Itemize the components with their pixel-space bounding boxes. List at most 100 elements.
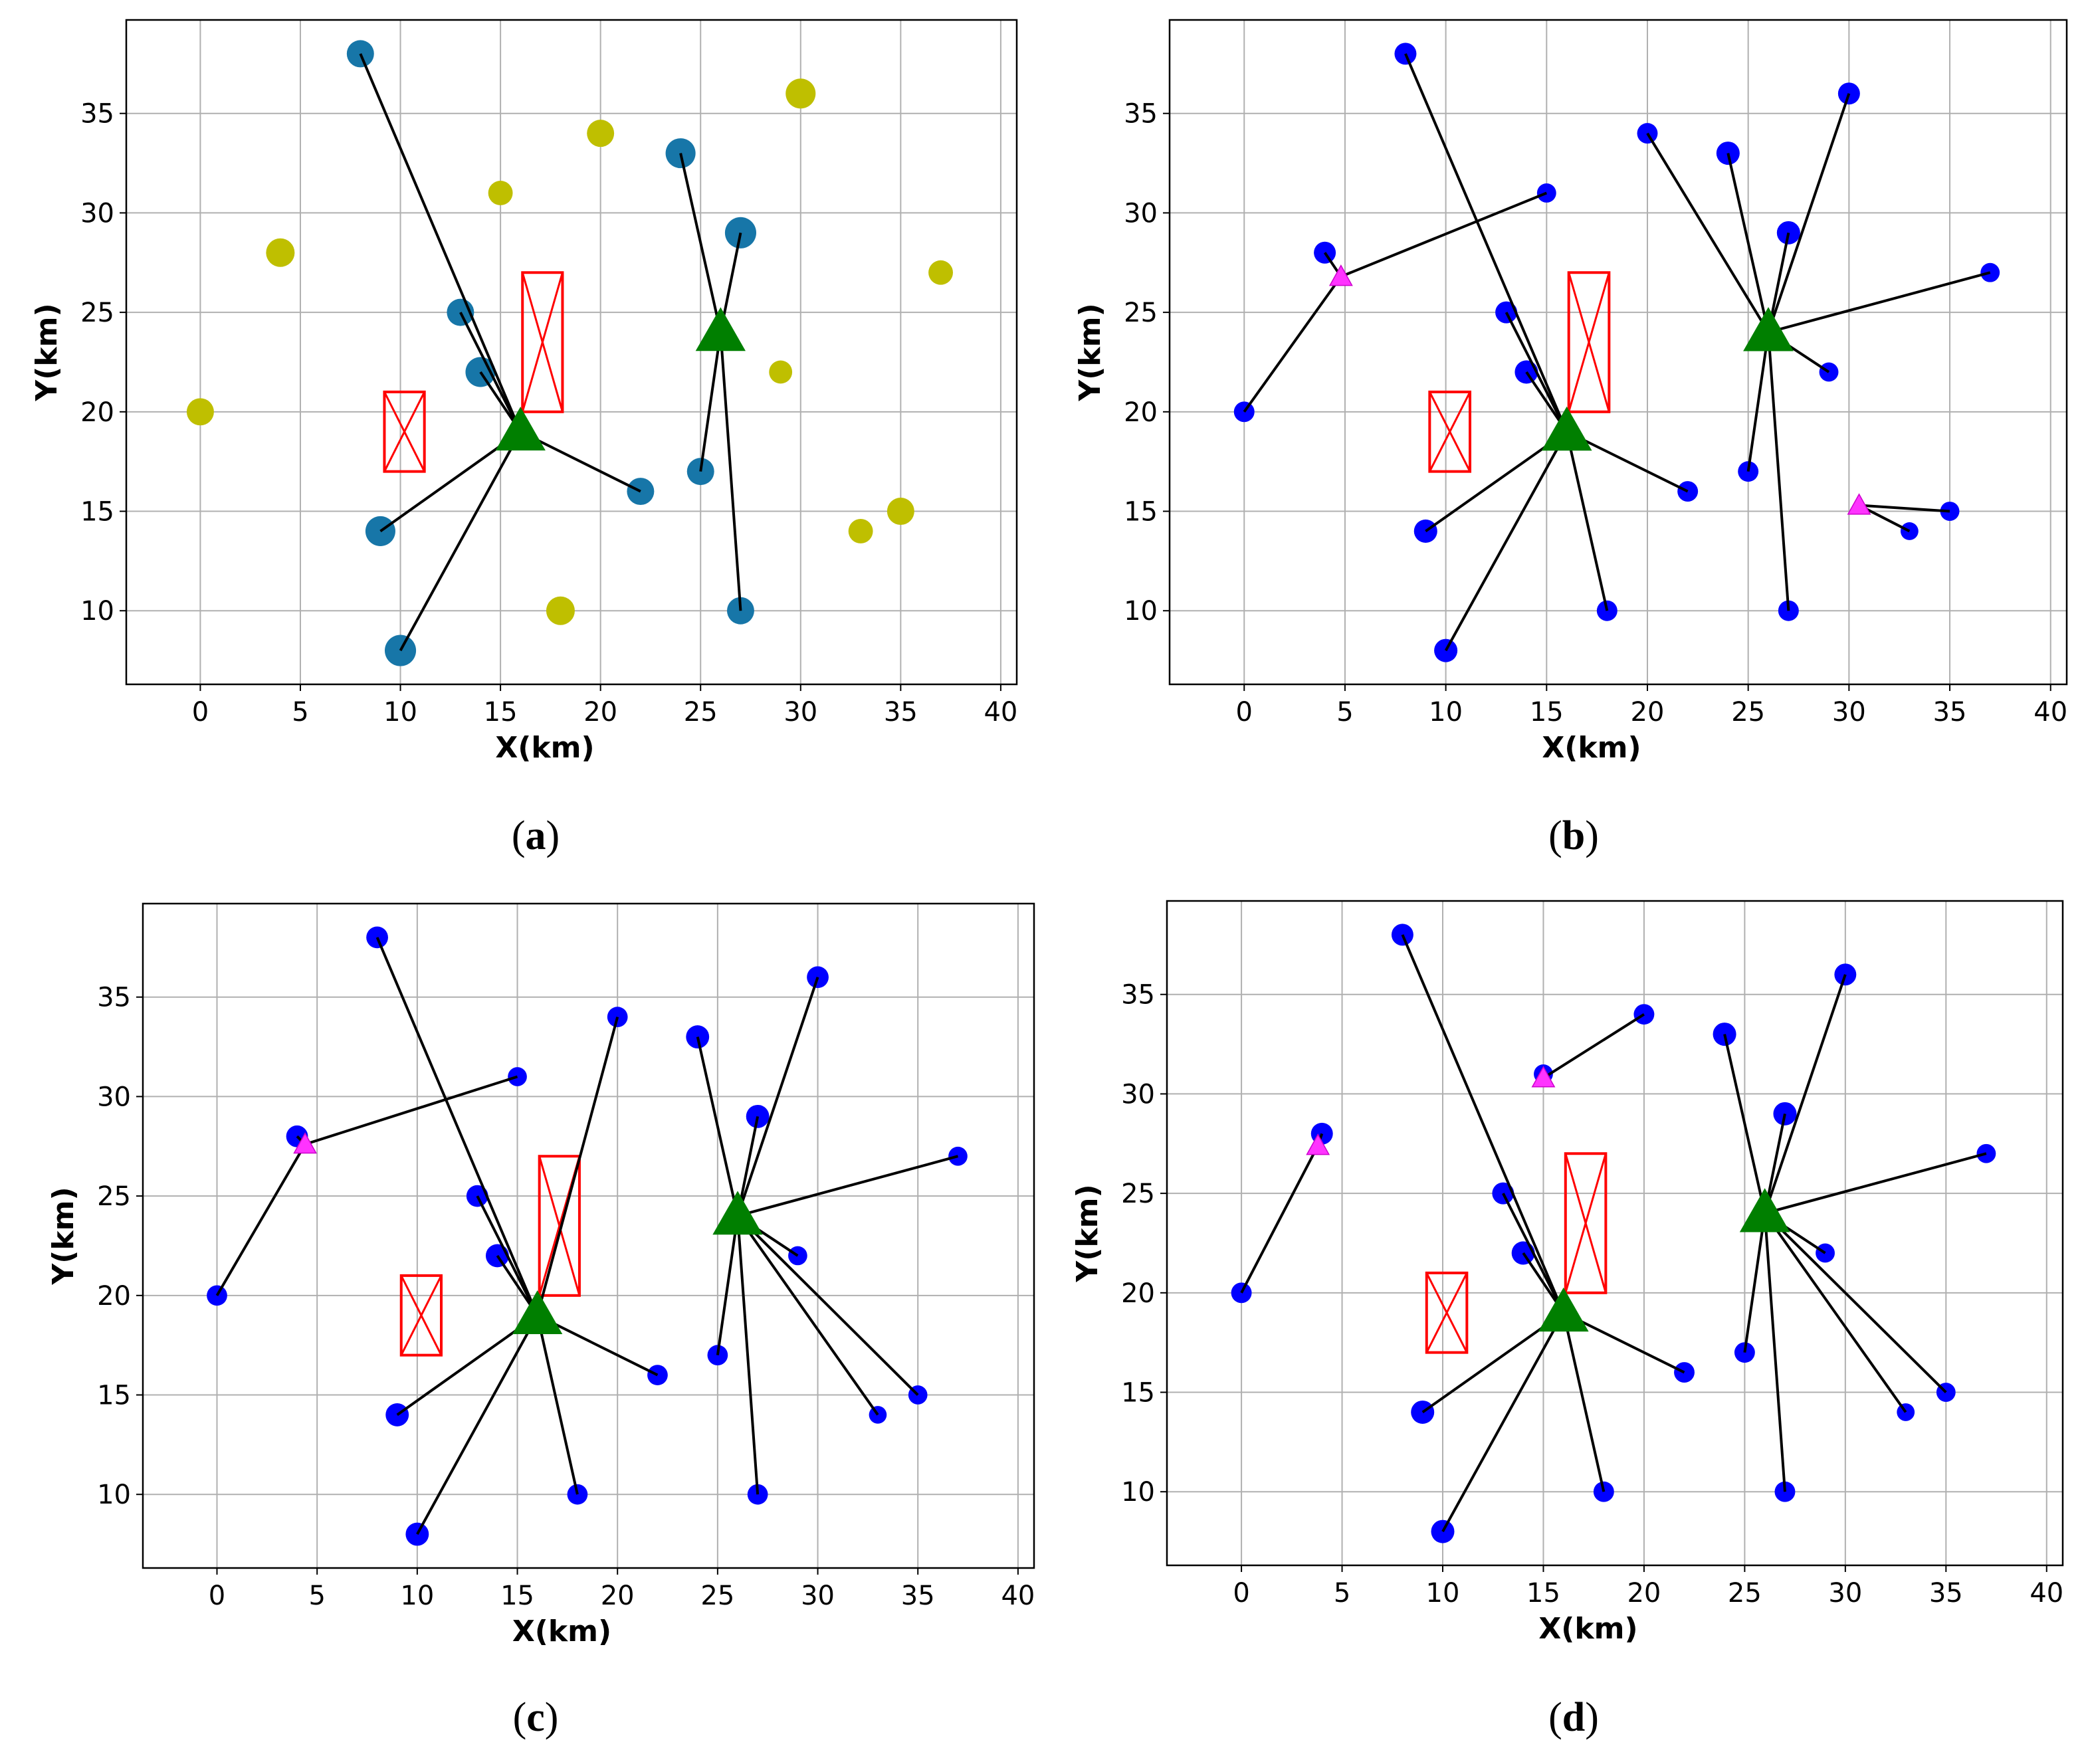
obstacle-cross xyxy=(1425,1272,1468,1353)
node-point xyxy=(207,1285,227,1306)
link-line xyxy=(1566,430,1689,493)
node-point xyxy=(1940,502,1960,521)
link-line xyxy=(1646,132,1770,334)
panel-c: 0 5 10 15 20 25 30 35 40 10 15 20 25 30 35 X(km) Y(km) (c… xyxy=(47,902,1035,1740)
node-point xyxy=(1976,1143,1996,1163)
relay-triangle xyxy=(1328,264,1353,286)
x-tick-label: 0 xyxy=(1236,697,1253,728)
obstacle-zone xyxy=(1428,390,1472,473)
y-tick-label: 15 xyxy=(80,497,114,528)
plot-frame xyxy=(1168,19,2068,686)
x-tick-label: 30 xyxy=(1828,1578,1862,1609)
obstacle-cross xyxy=(1429,391,1471,472)
link-line xyxy=(1723,1034,1766,1214)
plot-area xyxy=(186,40,954,666)
node-point xyxy=(686,458,714,486)
hub-triangle xyxy=(1743,307,1794,351)
x-tick-label: 0 xyxy=(209,1581,225,1611)
node-point xyxy=(747,1484,768,1505)
node-point xyxy=(1713,1023,1736,1046)
link-line xyxy=(1441,1312,1565,1533)
obstacle-box xyxy=(1564,1152,1608,1294)
x-tick-label: 35 xyxy=(1929,1578,1963,1609)
panel-b: 0 5 10 15 20 25 30 35 40 10 15 20 25 30 35 X(km) Y(km) (b… xyxy=(1073,19,2068,858)
panel-a: 0 5 10 15 20 25 30 35 40 10 15 20 25 30 35 X(km) Y(km) (a… xyxy=(30,19,1017,858)
link-line xyxy=(1401,934,1565,1314)
obstacle-box xyxy=(383,390,426,473)
panel-caption: (b) xyxy=(1548,813,1599,858)
x-tick-label: 15 xyxy=(500,1581,534,1611)
link-line xyxy=(1542,1013,1645,1080)
link-line xyxy=(1764,1152,1987,1215)
link-line xyxy=(736,1215,879,1416)
node-point xyxy=(887,498,914,525)
obstacle-box xyxy=(1428,390,1472,473)
node-point xyxy=(1716,142,1740,165)
hub-triangle xyxy=(1541,406,1592,451)
x-axis-label: X(km) xyxy=(1538,1612,1637,1646)
obstacle-box xyxy=(1425,1271,1469,1354)
x-tick-label: 10 xyxy=(383,697,417,728)
x-tick-label: 25 xyxy=(700,1581,734,1611)
obstacle-zone xyxy=(1564,1152,1608,1294)
y-tick-label: 25 xyxy=(1124,298,1158,328)
link-line xyxy=(1404,53,1568,433)
node-point xyxy=(928,260,954,285)
y-tick-label: 15 xyxy=(1124,497,1158,528)
link-line xyxy=(699,332,722,472)
node-point xyxy=(746,1104,770,1128)
obstacle-box xyxy=(521,271,564,413)
x-tick-label: 5 xyxy=(292,697,308,728)
y-tick-label: 35 xyxy=(1124,99,1158,130)
obstacle-zone xyxy=(1567,271,1611,413)
node-point xyxy=(1434,638,1458,662)
link-line xyxy=(1562,1312,1606,1492)
node-point xyxy=(485,1244,509,1268)
node-point xyxy=(627,478,655,506)
x-tick-label: 35 xyxy=(884,697,918,728)
obstacle-zone xyxy=(1425,1271,1469,1354)
y-tick-label: 20 xyxy=(1121,1278,1155,1309)
link-line xyxy=(1502,1193,1565,1314)
x-tick-label: 15 xyxy=(1526,1578,1560,1609)
link-line xyxy=(1768,271,1991,334)
x-tick-label: 10 xyxy=(1426,1578,1460,1609)
obstacle-cross xyxy=(1564,1153,1607,1294)
y-tick-label: 25 xyxy=(97,1181,131,1212)
node-point xyxy=(1734,1342,1755,1363)
link-line xyxy=(1505,312,1568,433)
obstacle-cross xyxy=(1568,272,1610,413)
link-line xyxy=(1562,1311,1685,1374)
relay-triangle xyxy=(1531,1066,1556,1088)
y-tick-label: 10 xyxy=(80,596,114,627)
x-axis-label: X(km) xyxy=(495,731,594,765)
x-tick-label: 40 xyxy=(2034,697,2067,728)
x-tick-label: 15 xyxy=(1530,697,1564,728)
obstacle-box xyxy=(538,1155,581,1297)
x-axis-label: X(km) xyxy=(512,1615,611,1648)
hub-triangle xyxy=(1739,1188,1790,1232)
hub-triangle xyxy=(1538,1287,1589,1332)
link-line xyxy=(1444,431,1568,652)
x-tick-label: 40 xyxy=(1001,1581,1035,1611)
link-line xyxy=(476,1195,539,1316)
link-line xyxy=(536,1017,619,1316)
panel-d: 0 5 10 15 20 25 30 35 40 10 15 20 25 30 35 X(km) Y(km) (d… xyxy=(1071,900,2064,1740)
x-tick-label: 30 xyxy=(1832,697,1866,728)
obstacle-cross xyxy=(383,391,426,472)
link-line xyxy=(736,1215,919,1396)
link-line xyxy=(520,430,641,493)
hub-triangle xyxy=(512,1290,563,1335)
link-line xyxy=(1859,504,1950,513)
y-tick-label: 30 xyxy=(1124,198,1158,229)
obstacle-cross xyxy=(521,272,564,413)
hub-triangle xyxy=(495,407,546,450)
node-point xyxy=(1431,1519,1455,1543)
node-point xyxy=(1514,360,1538,384)
relay-triangle xyxy=(1847,493,1871,515)
link-line xyxy=(399,431,522,652)
x-tick-label: 10 xyxy=(400,1581,434,1611)
link-line xyxy=(1767,332,1790,611)
x-tick-label: 5 xyxy=(1336,697,1353,728)
node-point xyxy=(546,596,575,625)
